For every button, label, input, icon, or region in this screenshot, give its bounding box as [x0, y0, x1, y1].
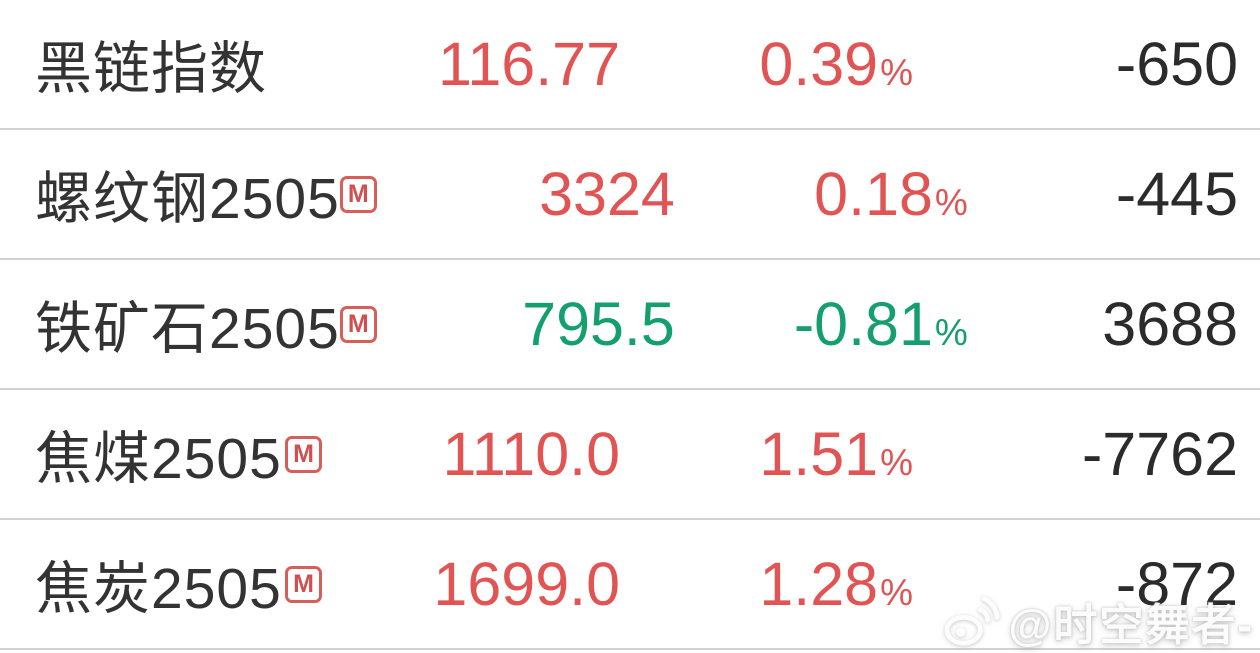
net-flow-value: -7762: [1081, 420, 1238, 488]
net-flow-value: -650: [1115, 30, 1238, 98]
net-flow-value: -445: [1115, 160, 1238, 228]
instrument-name: 焦煤2505: [35, 427, 282, 491]
percent-sign: %: [880, 572, 913, 613]
percent-sign: %: [880, 52, 913, 93]
last-price: 1110.0: [442, 420, 620, 488]
change-percent: 1.28%: [759, 550, 913, 618]
percent-sign: %: [934, 182, 968, 223]
last-price: 795.5: [522, 290, 675, 358]
net-flow-value: -872: [1115, 550, 1238, 618]
main-contract-badge: M: [339, 305, 377, 343]
change-percent: 0.39%: [759, 30, 913, 98]
quote-row-coking-coal-2505[interactable]: 焦煤2505 M 1110.0 1.51% -7762: [0, 390, 1260, 520]
last-price: 116.77: [437, 30, 620, 98]
quote-row-iron-ore-2505[interactable]: 铁矿石2505 M 795.5 -0.81% 3688: [0, 260, 1260, 390]
change-percent: 1.51%: [759, 420, 913, 488]
instrument-name: 黑链指数: [35, 37, 267, 101]
last-price: 3324: [539, 160, 675, 228]
percent-sign: %: [934, 312, 968, 353]
percent-sign: %: [880, 442, 913, 483]
instrument-name: 焦炭2505: [35, 557, 282, 621]
main-contract-badge: M: [285, 435, 322, 473]
main-contract-badge: M: [285, 565, 322, 603]
instrument-name: 螺纹钢2505: [35, 167, 340, 231]
quote-row-black-chain-index[interactable]: 黑链指数 116.77 0.39% -650: [0, 0, 1260, 130]
change-percent: -0.81%: [793, 290, 968, 358]
change-percent: 0.18%: [814, 160, 968, 228]
instrument-name: 铁矿石2505: [35, 297, 340, 361]
quote-row-rebar-2505[interactable]: 螺纹钢2505 M 3324 0.18% -445: [0, 130, 1260, 260]
quote-row-coke-2505[interactable]: 焦炭2505 M 1699.0 1.28% -872: [0, 520, 1260, 650]
last-price: 1699.0: [433, 550, 620, 618]
main-contract-badge: M: [339, 175, 377, 213]
net-flow-value: 3688: [1102, 290, 1238, 358]
